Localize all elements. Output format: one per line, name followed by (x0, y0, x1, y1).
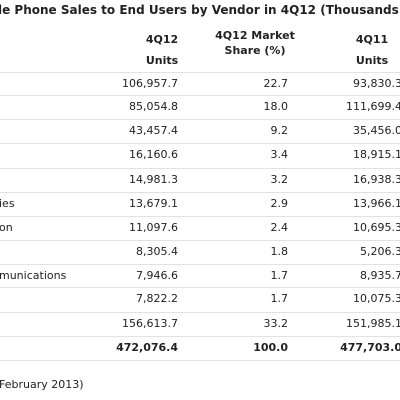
row-divider (0, 216, 400, 217)
column-header: 4Q11 (355, 33, 389, 46)
table-cell: 106,957.7 (122, 77, 178, 90)
table-cell: 16,938.3 (353, 173, 400, 186)
table-cell: 3.4 (270, 148, 289, 161)
row-divider (0, 360, 400, 361)
table-cell: 2.9 (270, 197, 289, 210)
table-title: le Phone Sales to End Users by Vendor in… (0, 3, 400, 17)
column-header: 4Q12 Market (215, 29, 295, 42)
table-cell: 111,699.4 (346, 100, 400, 113)
table-cell: 33.2 (263, 317, 289, 330)
row-divider (0, 143, 400, 144)
column-header: Units (145, 54, 179, 67)
row-divider (0, 287, 400, 288)
table-cell: 1.7 (270, 292, 289, 305)
table-cell: 156,613.7 (122, 317, 178, 330)
table-cell: 7,822.2 (136, 292, 178, 305)
table-cell: 472,076.4 (116, 341, 178, 354)
row-divider (0, 264, 400, 265)
row-divider (0, 336, 400, 337)
table-cell: 35,456.0 (353, 124, 400, 137)
table-cell: 43,457.4 (129, 124, 178, 137)
table-cell: 14,981.3 (129, 173, 178, 186)
table-cell: 7,946.6 (136, 269, 178, 282)
row-divider (0, 72, 400, 73)
vendor-name: munications (0, 269, 67, 282)
footer-note: February 2013) (0, 378, 84, 391)
row-divider (0, 192, 400, 193)
table-cell: 18,915.1 (353, 148, 400, 161)
table-cell: 10,075.3 (353, 292, 400, 305)
table-cell: 5,206.3 (360, 245, 400, 258)
table-cell: 93,830.3 (353, 77, 400, 90)
row-divider (0, 168, 400, 169)
table-cell: 1.7 (270, 269, 289, 282)
table-cell: 2.4 (270, 221, 289, 234)
table-cell: 3.2 (270, 173, 289, 186)
table-cell: 16,160.6 (129, 148, 178, 161)
column-header: Share (%) (224, 44, 286, 57)
table-cell: 100.0 (253, 341, 288, 354)
table-cell: 13,966.1 (353, 197, 400, 210)
table-cell: 13,679.1 (129, 197, 178, 210)
vendor-name: ies (0, 197, 15, 210)
table-cell: 85,054.8 (129, 100, 178, 113)
row-divider (0, 240, 400, 241)
column-header: 4Q12 (145, 33, 179, 46)
table-cell: 9.2 (270, 124, 289, 137)
row-divider (0, 95, 400, 96)
table-cell: 18.0 (263, 100, 289, 113)
table-cell: 11,097.6 (129, 221, 178, 234)
table-cell: 477,703.0 (340, 341, 400, 354)
table-cell: 8,305.4 (136, 245, 178, 258)
column-header: Units (355, 54, 389, 67)
row-divider (0, 312, 400, 313)
table-cell: 151,985.1 (346, 317, 400, 330)
row-divider (0, 119, 400, 120)
table-cell: 22.7 (263, 77, 289, 90)
table-cell: 8,935.7 (360, 269, 400, 282)
table-cell: 10,695.3 (353, 221, 400, 234)
table-cell: 1.8 (270, 245, 289, 258)
vendor-name: on (0, 221, 13, 234)
